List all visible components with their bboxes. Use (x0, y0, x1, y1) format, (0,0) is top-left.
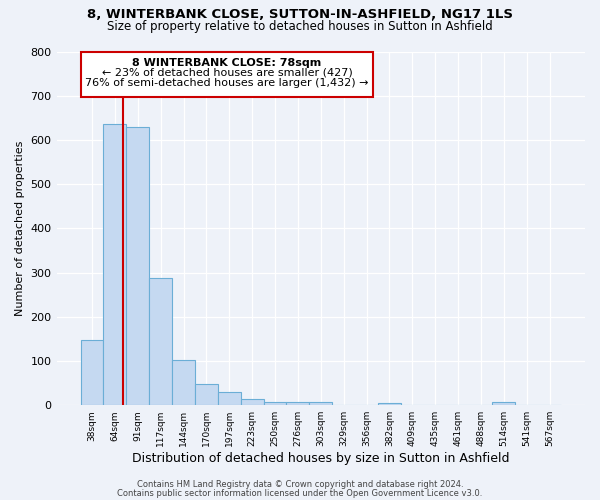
Text: Contains HM Land Registry data © Crown copyright and database right 2024.: Contains HM Land Registry data © Crown c… (137, 480, 463, 489)
Bar (378, 403, 401, 405)
Text: 76% of semi-detached houses are larger (1,432) →: 76% of semi-detached houses are larger (… (85, 78, 369, 88)
Text: 8 WINTERBANK CLOSE: 78sqm: 8 WINTERBANK CLOSE: 78sqm (133, 58, 322, 68)
X-axis label: Distribution of detached houses by size in Sutton in Ashfield: Distribution of detached houses by size … (132, 452, 509, 465)
Bar (127, 126, 149, 405)
Bar (493, 402, 515, 405)
Y-axis label: Number of detached properties: Number of detached properties (15, 140, 25, 316)
Bar (195, 384, 218, 405)
FancyBboxPatch shape (80, 52, 373, 97)
Bar (172, 360, 195, 405)
Bar (286, 402, 310, 405)
Bar (103, 124, 127, 405)
Bar (149, 278, 172, 405)
Text: 8, WINTERBANK CLOSE, SUTTON-IN-ASHFIELD, NG17 1LS: 8, WINTERBANK CLOSE, SUTTON-IN-ASHFIELD,… (87, 8, 513, 20)
Text: Contains public sector information licensed under the Open Government Licence v3: Contains public sector information licen… (118, 488, 482, 498)
Bar (241, 400, 263, 405)
Text: ← 23% of detached houses are smaller (427): ← 23% of detached houses are smaller (42… (101, 68, 352, 78)
Bar (80, 340, 103, 405)
Bar (310, 402, 332, 405)
Bar (218, 392, 241, 405)
Bar (263, 402, 286, 405)
Text: Size of property relative to detached houses in Sutton in Ashfield: Size of property relative to detached ho… (107, 20, 493, 33)
